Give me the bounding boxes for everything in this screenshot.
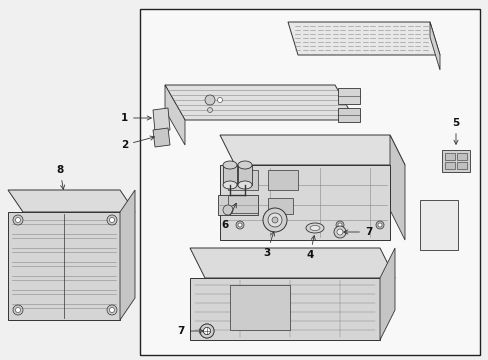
Bar — [238, 165, 251, 185]
Polygon shape — [190, 278, 379, 340]
Circle shape — [238, 223, 242, 227]
Bar — [456, 153, 466, 160]
Polygon shape — [287, 22, 439, 55]
Circle shape — [377, 223, 381, 227]
Ellipse shape — [238, 181, 251, 189]
Circle shape — [203, 328, 210, 334]
Bar — [337, 108, 359, 122]
Circle shape — [109, 307, 114, 312]
Circle shape — [335, 221, 343, 229]
Circle shape — [267, 213, 282, 227]
Bar — [227, 195, 258, 213]
Text: 3: 3 — [263, 231, 274, 258]
Bar — [456, 162, 466, 169]
Bar — [441, 150, 469, 172]
Bar — [419, 200, 457, 250]
Text: 2: 2 — [121, 136, 154, 150]
Polygon shape — [220, 165, 389, 240]
Circle shape — [16, 307, 20, 312]
Bar — [267, 170, 297, 190]
Bar — [140, 9, 479, 355]
Ellipse shape — [309, 225, 319, 230]
Ellipse shape — [223, 161, 237, 169]
Polygon shape — [220, 135, 404, 165]
Bar — [267, 198, 292, 214]
Bar — [229, 285, 289, 330]
Circle shape — [263, 208, 286, 232]
Circle shape — [223, 205, 232, 215]
Text: 1: 1 — [121, 113, 151, 123]
Text: 7: 7 — [177, 326, 203, 336]
Ellipse shape — [238, 161, 251, 169]
Circle shape — [336, 229, 342, 235]
Polygon shape — [153, 108, 170, 132]
Text: 4: 4 — [305, 236, 315, 260]
Circle shape — [13, 215, 23, 225]
Ellipse shape — [305, 223, 324, 233]
Polygon shape — [8, 212, 120, 320]
Circle shape — [203, 328, 210, 334]
Text: 7: 7 — [343, 227, 372, 237]
Bar — [218, 195, 258, 215]
Polygon shape — [8, 190, 135, 212]
Circle shape — [13, 305, 23, 315]
Text: 8: 8 — [56, 165, 64, 189]
Polygon shape — [120, 190, 135, 320]
Polygon shape — [379, 248, 394, 340]
Circle shape — [333, 226, 346, 238]
Circle shape — [107, 305, 117, 315]
Bar — [337, 88, 359, 104]
Circle shape — [278, 223, 282, 227]
Polygon shape — [429, 22, 439, 70]
Bar — [227, 170, 258, 190]
Circle shape — [217, 98, 222, 103]
Text: 5: 5 — [451, 118, 459, 144]
Ellipse shape — [223, 181, 237, 189]
Circle shape — [200, 324, 214, 338]
Polygon shape — [153, 128, 170, 147]
Bar — [223, 165, 237, 185]
Bar — [444, 162, 454, 169]
Circle shape — [271, 217, 278, 223]
Circle shape — [204, 95, 215, 105]
Circle shape — [375, 221, 383, 229]
Polygon shape — [164, 85, 184, 145]
Circle shape — [16, 217, 20, 222]
Circle shape — [275, 221, 284, 229]
Polygon shape — [190, 248, 394, 278]
Circle shape — [107, 215, 117, 225]
Bar — [444, 153, 454, 160]
Circle shape — [236, 221, 244, 229]
Text: 6: 6 — [221, 203, 236, 230]
Circle shape — [200, 324, 214, 338]
Polygon shape — [164, 85, 354, 120]
Circle shape — [109, 217, 114, 222]
Circle shape — [337, 223, 341, 227]
Polygon shape — [389, 135, 404, 240]
Circle shape — [207, 108, 212, 113]
